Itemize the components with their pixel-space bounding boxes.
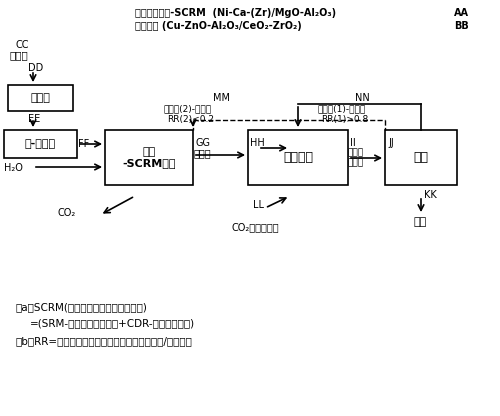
- Text: 循环流(1)-合成气: 循环流(1)-合成气: [317, 104, 365, 113]
- Bar: [4, 130, 77, 158]
- Text: 脱硫器: 脱硫器: [30, 93, 50, 103]
- Text: 合成气: 合成气: [348, 158, 364, 167]
- Text: 循环流(2)-合成气: 循环流(2)-合成气: [163, 104, 211, 113]
- Text: CC: CC: [15, 40, 28, 50]
- Text: 分离: 分离: [414, 151, 428, 164]
- Text: CO₂: CO₂: [58, 208, 76, 218]
- Text: NN: NN: [355, 93, 370, 103]
- Text: GG: GG: [196, 138, 211, 148]
- Text: H₂O: H₂O: [4, 163, 23, 173]
- Text: 预-重整器: 预-重整器: [25, 139, 56, 149]
- Text: 催化剂：重整-SCRM  (Ni-Ca-(Zr)/MgO-Al₂O₃): 催化剂：重整-SCRM (Ni-Ca-(Zr)/MgO-Al₂O₃): [135, 8, 336, 18]
- Text: 甲醇: 甲醇: [413, 217, 426, 227]
- Text: DD: DD: [28, 63, 44, 73]
- Text: KK: KK: [424, 190, 437, 200]
- Bar: [105, 130, 193, 185]
- Bar: [385, 130, 457, 185]
- Bar: [8, 85, 73, 111]
- Bar: [248, 130, 348, 185]
- Text: JJ: JJ: [388, 138, 394, 148]
- Text: II: II: [350, 138, 356, 148]
- Text: =(SRM-甲烷的水蒸汽重整+CDR-二氧化碳重整): =(SRM-甲烷的水蒸汽重整+CDR-二氧化碳重整): [30, 318, 195, 328]
- Text: MM: MM: [213, 93, 230, 103]
- Text: EE: EE: [28, 114, 40, 124]
- Text: BB: BB: [454, 21, 469, 31]
- Text: 甲醇，: 甲醇，: [348, 148, 364, 157]
- Text: RR(1)>0.8: RR(1)>0.8: [321, 115, 368, 124]
- Text: 甲醇合成 (Cu-ZnO-Al₂O₃/CeO₂-ZrO₂): 甲醇合成 (Cu-ZnO-Al₂O₃/CeO₂-ZrO₂): [135, 21, 302, 31]
- Text: RR(2)<0.2: RR(2)<0.2: [167, 115, 214, 124]
- Text: 甲醇合成: 甲醇合成: [283, 151, 313, 164]
- Text: （a）SCRM(甲烷的水蒸汽二氧化碳重整): （a）SCRM(甲烷的水蒸汽二氧化碳重整): [15, 302, 147, 312]
- Text: 天然气: 天然气: [10, 50, 29, 60]
- Text: CO₂（可选的）: CO₂（可选的）: [232, 222, 280, 232]
- Text: AA: AA: [454, 8, 469, 18]
- Text: LL: LL: [253, 200, 264, 210]
- Text: 合成气: 合成气: [194, 148, 212, 158]
- Text: 重整
-SCRM催化: 重整 -SCRM催化: [122, 147, 176, 168]
- Text: HH: HH: [250, 138, 265, 148]
- Text: （b）RR=循环比（未反应的合成气的再循环流率/总流率）: （b）RR=循环比（未反应的合成气的再循环流率/总流率）: [15, 336, 192, 346]
- Text: FF: FF: [78, 139, 89, 149]
